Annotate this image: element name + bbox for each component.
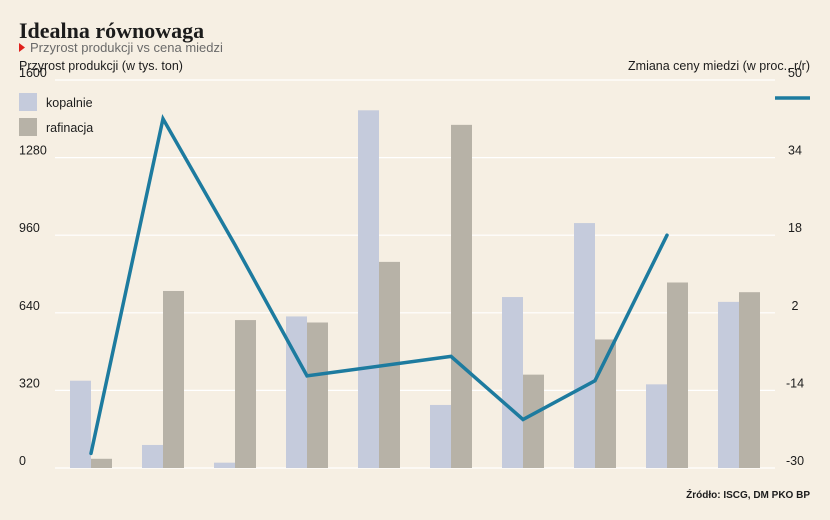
legend: kopalnie rafinacja [19,93,93,136]
left-tick-label: 320 [19,376,40,390]
bars [70,110,760,469]
bar-kopalnie [358,110,379,468]
bar-rafinacja [451,124,472,469]
legend-swatch-kopalnie [19,93,37,111]
bar-rafinacja [91,458,112,468]
left-axis-title: Przyrost produkcji (w tys. ton) [19,59,183,73]
bar-rafinacja [667,282,688,468]
subtitle-marker-icon [19,43,25,52]
bar-kopalnie [430,404,451,468]
bar-rafinacja [163,290,184,468]
left-tick-label: 640 [19,299,40,313]
left-tick-label: 0 [19,454,26,468]
left-tick-label: 960 [19,221,40,235]
left-axis-ticks: 0 320 640 960 1280 1600 [19,66,47,468]
right-tick-label: -14 [786,376,804,390]
right-tick-label: -30 [786,454,804,468]
bar-rafinacja [523,374,544,468]
bar-kopalnie [214,462,235,468]
left-tick-label: 1280 [19,144,47,158]
source-note: Źródło: ISCG, DM PKO BP [686,488,810,501]
bar-kopalnie [70,380,91,468]
right-tick-label: 50 [788,66,802,80]
right-tick-label: 2 [792,299,799,313]
legend-label-rafinacja: rafinacja [46,121,93,135]
legend-swatch-rafinacja [19,118,37,136]
chart-title: Idealna równowaga [19,18,204,43]
bar-kopalnie [574,223,595,468]
bar-rafinacja [307,322,328,468]
right-tick-label: 34 [788,144,802,158]
bar-kopalnie [502,297,523,468]
chart-subtitle: Przyrost produkcji vs cena miedzi [30,40,223,55]
left-tick-label: 1600 [19,66,47,80]
bar-kopalnie [142,444,163,468]
legend-label-kopalnie: kopalnie [46,96,93,110]
bar-kopalnie [286,316,307,468]
right-tick-label: 18 [788,221,802,235]
right-axis-ticks: -30 -14 2 18 34 50 [786,66,804,468]
price-line [89,96,810,456]
right-axis-title: Zmiana ceny miedzi (w proc., r/r) [628,59,810,73]
bar-rafinacja [739,292,760,468]
line-cena [89,113,669,456]
bar-rafinacja [235,320,256,468]
bar-kopalnie [718,301,739,468]
bar-kopalnie [646,384,667,468]
